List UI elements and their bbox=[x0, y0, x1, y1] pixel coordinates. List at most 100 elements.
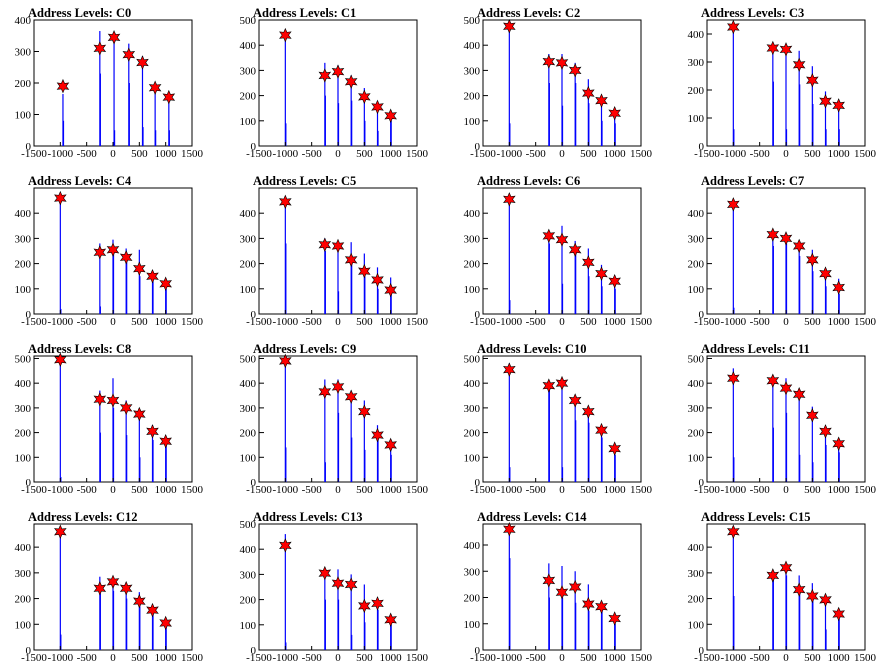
y-tick-label: 200 bbox=[688, 259, 705, 271]
x-tick-label: 0 bbox=[110, 652, 116, 664]
y-tick-label: 0 bbox=[475, 141, 481, 153]
peak-marker-star-icon bbox=[568, 242, 582, 258]
x-tick-label: 0 bbox=[110, 316, 116, 328]
x-tick-label: 0 bbox=[335, 316, 341, 328]
chart-title: Address Levels: C9 bbox=[253, 342, 356, 356]
y-tick-label: 300 bbox=[464, 566, 481, 578]
peak-marker-star-icon bbox=[371, 596, 384, 611]
y-tick-label: 400 bbox=[464, 540, 481, 552]
peak-marker-star-icon bbox=[107, 30, 121, 45]
y-tick-label: 500 bbox=[464, 353, 481, 365]
peak-marker-star-icon bbox=[792, 387, 806, 402]
peak-marker-star-icon bbox=[766, 227, 780, 242]
x-tick-label: -1500 bbox=[21, 316, 47, 328]
y-tick-label: 200 bbox=[15, 78, 32, 90]
peak-marker-star-icon bbox=[819, 93, 832, 109]
y-tick-label: 400 bbox=[688, 29, 705, 41]
peak-marker-star-icon bbox=[384, 612, 397, 628]
peak-marker-star-icon bbox=[54, 524, 67, 539]
x-tick-label: 1500 bbox=[406, 652, 429, 664]
x-tick-label: -500 bbox=[750, 652, 771, 664]
peak-marker-star-icon bbox=[93, 244, 107, 260]
x-tick-label: 1000 bbox=[155, 484, 178, 496]
y-tick-label: 100 bbox=[688, 284, 705, 296]
peak-marker-star-icon bbox=[568, 63, 582, 78]
x-tick-label: 0 bbox=[110, 148, 116, 160]
peak-marker-star-icon bbox=[56, 78, 70, 94]
x-tick-label: -500 bbox=[302, 484, 323, 496]
x-tick-label: 1500 bbox=[854, 316, 877, 328]
y-tick-label: 0 bbox=[26, 141, 32, 153]
y-tick-label: 100 bbox=[464, 619, 481, 631]
peak-marker-star-icon bbox=[358, 89, 371, 105]
peak-marker-star-icon bbox=[106, 574, 120, 590]
peak-marker-star-icon bbox=[331, 64, 345, 79]
x-tick-label: -1000 bbox=[47, 148, 73, 160]
x-tick-label: -1000 bbox=[272, 148, 298, 160]
y-tick-label: 500 bbox=[688, 353, 705, 365]
y-tick-label: 300 bbox=[15, 403, 32, 415]
peak-marker-star-icon bbox=[384, 108, 397, 124]
peak-marker-star-icon bbox=[344, 389, 358, 405]
x-tick-label: 1500 bbox=[181, 484, 204, 496]
peak-marker-star-icon bbox=[358, 404, 371, 419]
peak-marker-star-icon bbox=[318, 237, 332, 252]
y-tick-label: 400 bbox=[240, 40, 257, 52]
peak-marker-star-icon bbox=[819, 424, 832, 439]
y-tick-label: 400 bbox=[15, 15, 32, 27]
peak-marker-star-icon bbox=[133, 261, 146, 276]
peak-marker-star-icon bbox=[503, 192, 516, 207]
peak-marker-star-icon bbox=[582, 404, 595, 419]
chart-title: Address Levels: C3 bbox=[701, 6, 804, 20]
peak-marker-star-icon bbox=[779, 231, 793, 246]
x-tick-label: -500 bbox=[750, 484, 771, 496]
peak-marker-star-icon bbox=[595, 422, 608, 438]
y-tick-label: 200 bbox=[464, 259, 481, 271]
peak-marker-star-icon bbox=[384, 282, 397, 298]
y-tick-label: 200 bbox=[688, 85, 705, 97]
x-tick-label: -1500 bbox=[470, 652, 496, 664]
x-tick-label: -1000 bbox=[272, 652, 298, 664]
y-tick-label: 100 bbox=[464, 452, 481, 464]
chart-panel: Address Levels: C3 0 100 200 300 400 -1500 -100… bbox=[688, 6, 877, 160]
x-tick-label: -1000 bbox=[496, 316, 522, 328]
x-tick-label: 500 bbox=[131, 652, 148, 664]
x-tick-label: -1000 bbox=[47, 316, 73, 328]
x-tick-label: -500 bbox=[302, 316, 323, 328]
peak-marker-star-icon bbox=[122, 47, 136, 62]
peak-marker-star-icon bbox=[159, 433, 172, 449]
x-tick-label: -1500 bbox=[470, 316, 496, 328]
peak-marker-star-icon bbox=[162, 89, 176, 105]
peak-marker-star-icon bbox=[542, 573, 556, 588]
x-tick-label: 500 bbox=[580, 484, 597, 496]
peak-marker-star-icon bbox=[119, 400, 133, 416]
x-tick-label: -1000 bbox=[720, 484, 746, 496]
x-tick-label: -1000 bbox=[720, 316, 746, 328]
peak-marker-star-icon bbox=[93, 391, 107, 407]
y-tick-label: 300 bbox=[15, 233, 32, 245]
y-tick-label: 200 bbox=[240, 259, 257, 271]
x-tick-label: 1500 bbox=[181, 652, 204, 664]
x-tick-label: -500 bbox=[77, 316, 98, 328]
x-tick-label: 0 bbox=[335, 484, 341, 496]
x-tick-label: 0 bbox=[783, 652, 789, 664]
chart-title: Address Levels: C6 bbox=[477, 174, 580, 188]
y-tick-label: 400 bbox=[464, 208, 481, 220]
peak-marker-star-icon bbox=[806, 72, 819, 88]
x-tick-label: 500 bbox=[804, 484, 821, 496]
y-tick-label: 200 bbox=[240, 595, 257, 607]
x-tick-label: -1000 bbox=[47, 652, 73, 664]
peak-marker-star-icon bbox=[371, 427, 384, 443]
x-tick-label: 1000 bbox=[604, 316, 627, 328]
x-tick-label: -1000 bbox=[496, 652, 522, 664]
peak-marker-star-icon bbox=[779, 42, 793, 57]
peak-marker-star-icon bbox=[159, 615, 172, 631]
peak-marker-star-icon bbox=[582, 85, 595, 101]
x-tick-label: 1500 bbox=[854, 484, 877, 496]
peak-marker-star-icon bbox=[148, 80, 162, 95]
x-tick-label: 500 bbox=[131, 148, 148, 160]
x-tick-label: -500 bbox=[77, 148, 98, 160]
peak-marker-star-icon bbox=[331, 575, 345, 591]
peak-marker-star-icon bbox=[503, 19, 516, 34]
peak-marker-star-icon bbox=[555, 584, 569, 600]
